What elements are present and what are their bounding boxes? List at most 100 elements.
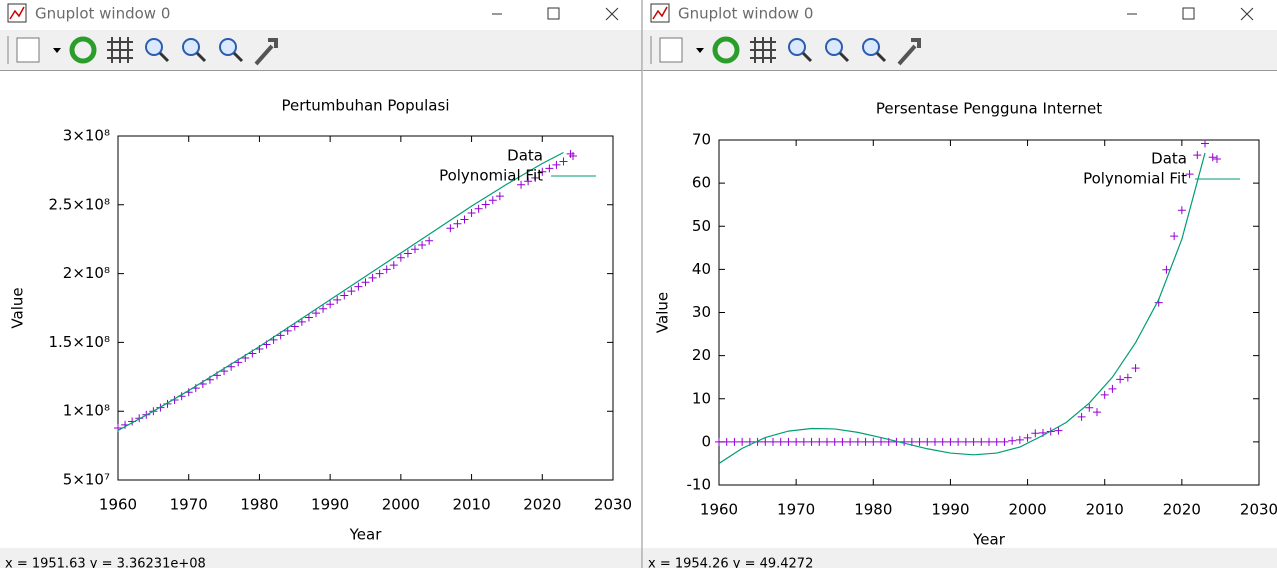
legend-label: Data bbox=[1151, 150, 1187, 168]
status-text: x = 1951.63 y = 3.36231e+08 bbox=[5, 557, 206, 569]
y-tick-label: 3×10⁸ bbox=[63, 127, 110, 145]
zoom-button[interactable] bbox=[219, 38, 237, 56]
x-tick-label: 2000 bbox=[1008, 501, 1046, 519]
replot-button[interactable] bbox=[712, 36, 740, 64]
data-point bbox=[326, 300, 335, 309]
data-point bbox=[297, 317, 306, 326]
y-tick-label: 10 bbox=[692, 389, 711, 407]
zoom-handle[interactable] bbox=[158, 51, 170, 63]
data-point bbox=[969, 437, 978, 446]
x-tick-label: 1980 bbox=[854, 501, 892, 519]
zoom-handle[interactable] bbox=[195, 51, 207, 63]
x-tick-label: 2030 bbox=[594, 496, 632, 514]
status-bar bbox=[0, 548, 642, 568]
replot-button[interactable] bbox=[69, 36, 97, 64]
data-point bbox=[1116, 375, 1125, 384]
data-point bbox=[517, 180, 526, 189]
data-point bbox=[354, 282, 363, 291]
fit-line bbox=[718, 152, 1206, 464]
window-title: Gnuplot window 0 bbox=[35, 5, 170, 23]
data-point bbox=[382, 265, 391, 274]
title-bar bbox=[0, 0, 642, 30]
y-tick-label: 40 bbox=[692, 260, 711, 278]
status-text: x = 1954.26 y = 49.4272 bbox=[648, 557, 813, 569]
data-point bbox=[114, 423, 122, 432]
data-point bbox=[923, 437, 932, 446]
x-tick-label: 1980 bbox=[240, 496, 278, 514]
y-tick-label: 30 bbox=[692, 303, 711, 321]
x-tick-label: 1960 bbox=[700, 501, 738, 519]
gnuplot-window: Gnuplot window 0 x = 1951.63 y = 3.36231e… bbox=[0, 0, 643, 572]
x-tick-label: 2030 bbox=[1240, 501, 1277, 519]
data-point bbox=[488, 196, 497, 205]
export-arrow[interactable] bbox=[53, 48, 61, 53]
zoom-button[interactable] bbox=[862, 38, 880, 56]
fit-line bbox=[117, 151, 564, 431]
title-bar bbox=[643, 0, 1277, 30]
data-point bbox=[135, 414, 144, 423]
maximize-button[interactable] bbox=[1182, 7, 1195, 20]
export-arrow[interactable] bbox=[696, 48, 704, 53]
maximize-button[interactable] bbox=[547, 7, 560, 20]
data-point bbox=[1085, 403, 1094, 412]
data-point bbox=[861, 437, 870, 446]
data-point bbox=[1093, 408, 1101, 417]
grid-button[interactable] bbox=[750, 37, 776, 63]
data-point bbox=[425, 236, 434, 245]
close-button[interactable] bbox=[605, 7, 619, 21]
data-point bbox=[846, 437, 855, 446]
data-point bbox=[1162, 265, 1171, 274]
x-tick-label: 1970 bbox=[170, 496, 208, 514]
legend-label: Polynomial Fit bbox=[439, 167, 543, 185]
data-point bbox=[931, 437, 939, 446]
data-point bbox=[776, 437, 785, 446]
export-button[interactable] bbox=[659, 37, 683, 63]
zoom-button[interactable] bbox=[788, 38, 806, 56]
y-tick-label: 0 bbox=[701, 432, 711, 450]
export-button[interactable] bbox=[16, 37, 40, 63]
close-button[interactable] bbox=[1240, 7, 1254, 21]
y-tick-label: 60 bbox=[692, 174, 711, 192]
data-point bbox=[495, 192, 504, 201]
data-point bbox=[961, 437, 970, 446]
zoom-handle[interactable] bbox=[232, 51, 244, 63]
y-axis-label: Value bbox=[9, 287, 27, 328]
x-tick-label: 2020 bbox=[1163, 501, 1201, 519]
x-axis-label: Year bbox=[972, 531, 1006, 549]
data-point bbox=[403, 249, 412, 258]
data-point bbox=[738, 437, 747, 446]
data-point bbox=[375, 269, 384, 278]
x-tick-label: 1990 bbox=[931, 501, 969, 519]
y-tick-label: 1.5×10⁸ bbox=[48, 333, 110, 351]
data-point bbox=[946, 437, 955, 446]
grid-button[interactable] bbox=[107, 37, 133, 63]
data-point bbox=[411, 245, 419, 254]
options-button[interactable] bbox=[254, 38, 278, 66]
data-point bbox=[333, 295, 342, 304]
data-point bbox=[1170, 232, 1179, 241]
data-point bbox=[340, 291, 349, 300]
zoom-handle[interactable] bbox=[838, 51, 850, 63]
data-point bbox=[722, 437, 731, 446]
data-point bbox=[418, 240, 427, 249]
data-point bbox=[853, 437, 862, 446]
data-point bbox=[347, 287, 356, 296]
data-point bbox=[1131, 364, 1140, 373]
data-point bbox=[1031, 429, 1040, 438]
data-point bbox=[1054, 426, 1063, 435]
x-tick-label: 2010 bbox=[1086, 501, 1124, 519]
window-title: Gnuplot window 0 bbox=[678, 5, 813, 23]
data-point bbox=[992, 437, 1001, 446]
data-point bbox=[1000, 437, 1009, 446]
options-button[interactable] bbox=[897, 38, 921, 66]
data-point bbox=[361, 278, 370, 287]
data-point bbox=[552, 160, 561, 169]
zoom-button[interactable] bbox=[145, 38, 163, 56]
legend-label: Data bbox=[507, 147, 543, 165]
zoom-handle[interactable] bbox=[875, 51, 887, 63]
zoom-handle[interactable] bbox=[801, 51, 813, 63]
x-tick-label: 2000 bbox=[382, 496, 420, 514]
data-point bbox=[1015, 435, 1024, 444]
zoom-button[interactable] bbox=[825, 38, 843, 56]
zoom-button[interactable] bbox=[182, 38, 200, 56]
